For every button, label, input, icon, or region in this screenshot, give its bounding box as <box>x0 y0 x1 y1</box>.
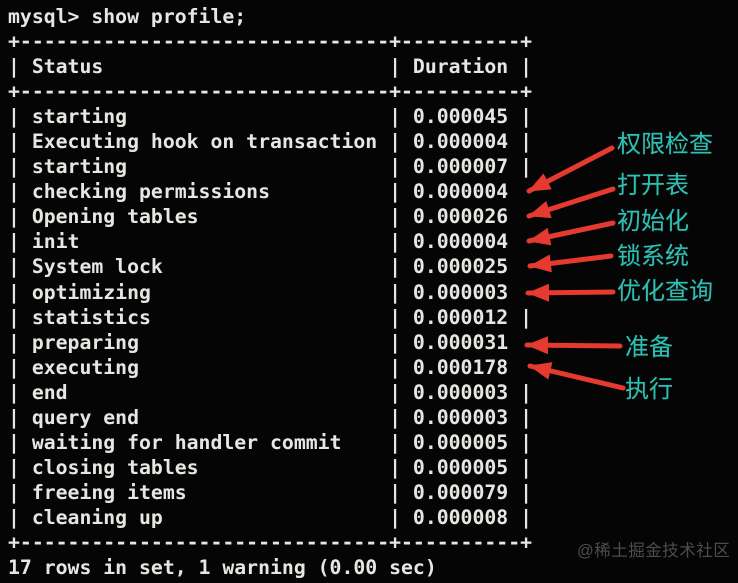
annotation-optimize-query: 优化查询 <box>617 278 713 305</box>
table-row: | Executing hook on transaction | 0.0000… <box>8 130 533 154</box>
table-row: | preparing | 0.000031 <box>8 330 533 354</box>
annotation-lock-system: 锁系统 <box>617 243 689 270</box>
annotation-arrow <box>524 336 623 355</box>
table-border: +-------------------------------+-------… <box>8 80 533 104</box>
table-row: | end | 0.000003 | <box>8 380 533 404</box>
table-row: | closing tables | 0.000005 | <box>8 455 533 479</box>
table-row: | statistics | 0.000012 | <box>8 305 533 329</box>
result-summary: 17 rows in set, 1 warning (0.00 sec) <box>8 556 437 580</box>
table-row: | checking permissions | 0.000004 <box>8 180 533 204</box>
table-row: | freeing items | 0.000079 | <box>8 480 533 504</box>
table-row: | optimizing | 0.000003 <box>8 280 533 304</box>
table-row: | query end | 0.000003 | <box>8 405 533 429</box>
table-row: | cleaning up | 0.000008 | <box>8 505 533 529</box>
annotation-execute: 执行 <box>625 376 673 403</box>
table-row: | init | 0.000004 <box>8 230 533 254</box>
annotation-arrow <box>526 186 616 219</box>
annotation-arrow <box>525 283 616 302</box>
table-row: | System lock | 0.000025 <box>8 255 533 279</box>
watermark: @稀土掘金技术社区 <box>577 542 731 560</box>
annotation-open-table: 打开表 <box>617 172 689 199</box>
annotation-init: 初始化 <box>617 208 689 235</box>
annotation-permission-check: 权限检查 <box>617 131 713 158</box>
table-border: +-------------------------------+-------… <box>8 30 533 54</box>
table-header: | Status | Duration | <box>8 55 533 79</box>
table-row: | executing | 0.000178 <box>8 355 533 379</box>
table-row: | Opening tables | 0.000026 <box>8 205 533 229</box>
annotation-arrow <box>526 145 615 194</box>
prompt-line: mysql> show profile; <box>8 5 247 28</box>
table-row: | waiting for handler commit | 0.000005 … <box>8 430 533 454</box>
annotation-arrow <box>527 362 626 391</box>
table-row: | starting | 0.000007 | <box>8 155 533 179</box>
annotation-arrow <box>526 220 616 246</box>
table-row: | starting | 0.000045 | <box>8 105 533 129</box>
annotation-prepare: 准备 <box>625 334 673 361</box>
table-border: +-------------------------------+-------… <box>8 530 533 554</box>
annotation-arrow <box>527 253 614 273</box>
terminal-output[interactable]: mysql> show profile; +-------------------… <box>8 4 532 580</box>
